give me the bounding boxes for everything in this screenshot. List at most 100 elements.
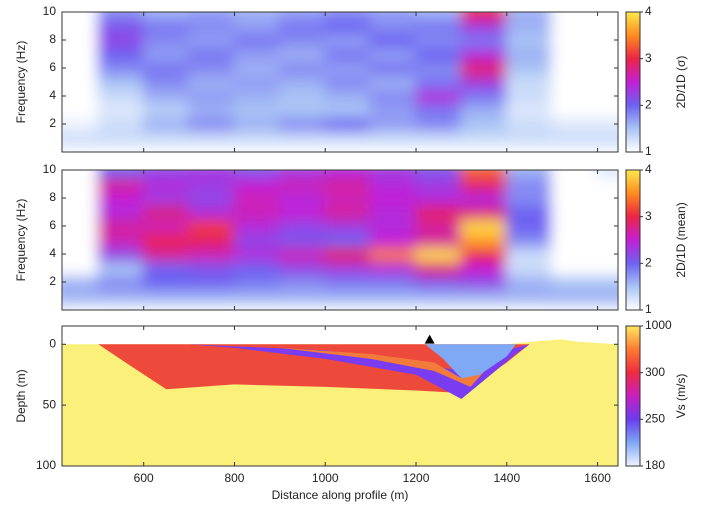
- heat-cell: [324, 288, 372, 304]
- heat-cell: [62, 176, 100, 192]
- heat-cell: [97, 46, 145, 62]
- heat-cell: [460, 88, 508, 104]
- heat-cell: [415, 74, 463, 90]
- heat-cell: [460, 176, 508, 192]
- heat-cell: [460, 246, 508, 262]
- heat-cell: [62, 190, 100, 206]
- heat-cell: [551, 18, 599, 34]
- heat-cell: [369, 32, 418, 48]
- heat-cell: [278, 260, 327, 276]
- heat-cell: [188, 46, 236, 62]
- heat-cell: [324, 88, 372, 104]
- x-tick-label: 1200: [403, 471, 430, 485]
- heat-cell: [142, 74, 191, 90]
- heat-cell: [505, 130, 554, 146]
- heat-cell: [324, 176, 372, 192]
- heat-cell: [505, 204, 554, 220]
- heat-cell: [460, 232, 508, 248]
- colorbar-tick-label: 300: [645, 365, 665, 379]
- heat-cell: [596, 204, 618, 220]
- heat-cell: [460, 130, 508, 146]
- heat-cell: [505, 274, 554, 290]
- axes-frame: [61, 169, 619, 311]
- y-tick-label: 4: [49, 246, 56, 260]
- heat-cell: [188, 260, 236, 276]
- heat-cell: [142, 102, 191, 118]
- colorbar: [625, 325, 641, 467]
- heat-cell: [551, 102, 599, 118]
- heat-cell: [415, 116, 463, 132]
- heat-cell: [460, 12, 508, 20]
- colorbar-label: Vs (m/s): [674, 374, 688, 419]
- heat-cell: [233, 74, 281, 90]
- layer: [98, 344, 530, 393]
- heat-cell: [415, 260, 463, 276]
- heat-cell: [97, 74, 145, 90]
- heat-cell: [551, 176, 599, 192]
- heat-cell: [369, 130, 418, 146]
- heat-cell: [278, 288, 327, 304]
- heat-cell: [62, 170, 100, 178]
- heat-cell: [142, 204, 191, 220]
- heat-cell: [142, 18, 191, 34]
- heat-cell: [142, 176, 191, 192]
- heat-cell: [142, 32, 191, 48]
- heat-cell: [369, 60, 418, 76]
- heat-cell: [505, 232, 554, 248]
- heat-cell: [369, 190, 418, 206]
- heat-cell: [415, 18, 463, 34]
- x-tick-label: 600: [134, 471, 154, 485]
- heat-cell: [505, 218, 554, 234]
- heat-cell: [551, 232, 599, 248]
- heat-cell: [324, 170, 372, 178]
- heat-cell: [415, 102, 463, 118]
- heat-cell: [278, 246, 327, 262]
- heat-cell: [188, 116, 236, 132]
- heat-cell: [551, 12, 599, 20]
- heat-cell: [551, 190, 599, 206]
- heat-cell: [97, 88, 145, 104]
- y-tick-label: 8: [49, 190, 56, 204]
- axes-frame: [61, 11, 619, 153]
- heat-cell: [505, 60, 554, 76]
- y-tick-label: 8: [49, 32, 56, 46]
- station-marker: [424, 334, 435, 344]
- heat-cell: [415, 190, 463, 206]
- heat-cell: [551, 88, 599, 104]
- heat-cell: [369, 46, 418, 62]
- heat-cell: [460, 274, 508, 290]
- heat-cell: [188, 88, 236, 104]
- heat-cell: [415, 246, 463, 262]
- heat-cell: [188, 232, 236, 248]
- heat-cell: [188, 176, 236, 192]
- heat-cell: [460, 204, 508, 220]
- y-tick-label: 2: [49, 274, 56, 288]
- heat-cell: [596, 260, 618, 276]
- heat-cell: [142, 288, 191, 304]
- heat-cell: [233, 88, 281, 104]
- x-tick-label: 1400: [493, 471, 520, 485]
- heat-cell: [415, 46, 463, 62]
- heat-cell: [97, 232, 145, 248]
- y-tick-label: 6: [49, 218, 56, 232]
- heat-cell: [62, 116, 100, 132]
- colorbar-tick-label: 1: [645, 144, 652, 158]
- heat-cell: [415, 12, 463, 20]
- heat-cell: [142, 218, 191, 234]
- heat-cell: [188, 130, 236, 146]
- heat-cell: [233, 246, 281, 262]
- colorbar-tick-label: 250: [645, 412, 665, 426]
- heat-cell: [97, 176, 145, 192]
- heat-cell: [188, 60, 236, 76]
- y-tick-label: 6: [49, 60, 56, 74]
- heat-cell: [324, 218, 372, 234]
- heat-cell: [188, 102, 236, 118]
- heat-cell: [415, 288, 463, 304]
- heat-cell: [278, 88, 327, 104]
- heat-cell: [460, 102, 508, 118]
- y-tick-label: 4: [49, 88, 56, 102]
- heat-cell: [142, 170, 191, 178]
- heat-cell: [324, 130, 372, 146]
- heat-cell: [97, 60, 145, 76]
